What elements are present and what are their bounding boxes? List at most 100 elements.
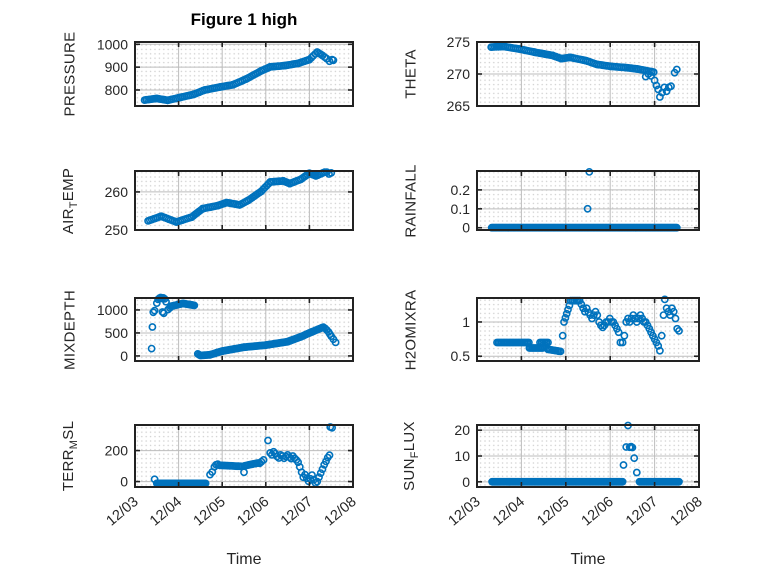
axes-box (476, 424, 700, 488)
data-point (562, 309, 571, 318)
x-tick-label: 12/07 (278, 494, 316, 530)
data-point (630, 454, 639, 462)
data-point (656, 346, 664, 355)
data-point (560, 318, 568, 326)
data-point (148, 323, 157, 331)
ylabel-sunflux: SUNFLUX (401, 421, 421, 491)
y-tick-label: 275 (447, 34, 471, 50)
data-point (315, 473, 323, 482)
data-point (306, 474, 315, 483)
y-tick-label: 260 (105, 184, 129, 200)
ylabel-theta: THETA (402, 49, 420, 99)
series-pressure (140, 48, 338, 105)
ylabel-airtemp: AIRTEMP (60, 167, 80, 234)
data-point (556, 347, 565, 356)
x-tick-label: 12/04 (147, 494, 185, 530)
x-tick-label: 12/03 (445, 494, 483, 530)
data-point (620, 331, 629, 340)
data-point (264, 436, 272, 445)
data-point (150, 475, 159, 484)
chart-h2omixra: 0.51 (451, 295, 700, 364)
y-tick-label: 10 (454, 448, 470, 464)
y-tick-label: 0 (120, 474, 128, 490)
data-point (657, 331, 666, 340)
chart-terrmsl: 0 200 12/03 12/04 12/05 12/06 12/07 12/08 (103, 423, 360, 530)
data-point (331, 338, 340, 347)
series-theta (487, 42, 681, 101)
data-point (660, 295, 669, 304)
y-tick-label: 265 (447, 98, 471, 114)
axes-box (476, 297, 700, 362)
data-point (618, 338, 627, 347)
x-tick-label: 12/08 (667, 494, 705, 530)
chart-sunflux: 0 10 20 12/03 12/04 12/05 12/06 12/07 12/08 (445, 421, 706, 530)
ylabel-rainfall: RAINFALL (402, 163, 420, 238)
data-point (190, 301, 199, 310)
ylabel-h2omixra: H2OMIXRA (402, 289, 420, 370)
y-tick-label: 0.2 (451, 182, 471, 198)
data-point (561, 313, 570, 322)
x-axis-label-right: Time (570, 551, 606, 568)
data-point (628, 443, 637, 452)
y-tick-label: 250 (105, 222, 129, 238)
data-point (662, 87, 671, 96)
data-point (675, 477, 683, 486)
ylabel-terrmsl: TERRMSL (60, 420, 80, 492)
data-point (564, 305, 572, 314)
data-point (164, 305, 172, 314)
x-tick-label: 12/03 (103, 494, 141, 530)
ylabel-mixdepth: MIXDEPTH (61, 289, 79, 370)
data-point (240, 468, 248, 477)
data-point (558, 331, 567, 340)
data-point (316, 469, 325, 477)
x-tick-label: 12/06 (579, 494, 617, 530)
y-tick-label: 500 (105, 325, 129, 341)
data-point (675, 326, 683, 335)
y-tick-label: 0 (120, 348, 128, 364)
data-point (619, 461, 628, 469)
data-point (318, 465, 327, 474)
chart-airtemp: 250 260 (105, 168, 354, 238)
data-point (667, 82, 675, 91)
y-tick-label: 270 (447, 66, 471, 82)
data-point (582, 304, 591, 313)
figure-title: Figure 1 high (190, 10, 298, 29)
ylabel-pressure: PRESSURE (61, 31, 79, 117)
axes-box (476, 170, 700, 231)
y-tick-label: 900 (105, 59, 129, 75)
data-point (150, 306, 159, 315)
axes-box (134, 170, 354, 231)
series-mixdepth (147, 293, 340, 360)
data-point (215, 461, 224, 470)
x-tick-label: 12/05 (534, 494, 572, 530)
data-point (632, 468, 641, 477)
data-point (618, 477, 627, 486)
y-tick-label: 800 (105, 82, 129, 98)
data-point (654, 341, 663, 350)
chart-theta: 265 270 275 (447, 34, 700, 114)
y-tick-label: 0 (462, 220, 470, 236)
x-tick-label: 12/07 (623, 494, 661, 530)
series-airtemp (144, 168, 336, 226)
y-tick-label: 1000 (97, 36, 128, 52)
data-point (652, 81, 661, 90)
data-point (313, 477, 322, 486)
axes-box (134, 41, 354, 107)
data-point (195, 350, 203, 359)
x-axis-label-left: Time (226, 551, 262, 568)
chart-pressure: 800 900 1000 (97, 36, 354, 107)
y-tick-label: 20 (454, 422, 470, 438)
y-tick-label: 1 (462, 314, 470, 330)
axes-box (134, 424, 354, 488)
series-h2omixra (493, 295, 683, 356)
data-point (597, 321, 605, 330)
data-point (614, 328, 623, 337)
data-point (325, 451, 334, 460)
data-point (671, 314, 680, 323)
data-point (327, 168, 336, 177)
x-tick-label: 12/04 (490, 494, 528, 530)
data-point (147, 344, 156, 353)
data-point (672, 65, 681, 74)
